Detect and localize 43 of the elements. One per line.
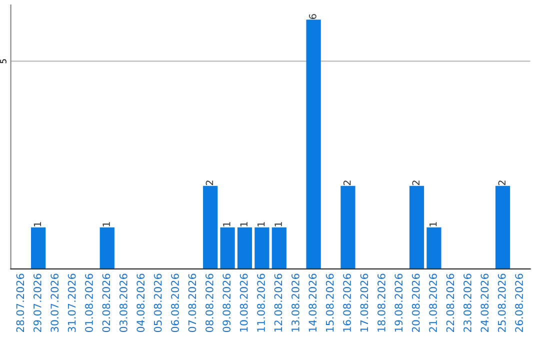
x-tick-label: 15.08.2026	[326, 274, 334, 332]
data-label: 1	[258, 222, 265, 226]
x-tick-label: 29.07.2026	[33, 274, 42, 332]
x-tick-label: 20.08.2026	[412, 274, 420, 332]
x-tick-label: 18.08.2026	[377, 274, 386, 332]
x-tick-label: 24.08.2026	[480, 274, 489, 332]
x-tick-label: 01.08.2026	[85, 274, 93, 332]
data-label: 1	[102, 222, 110, 226]
x-tick-label: 08.08.2026	[205, 274, 214, 332]
x-tick-label: 13.08.2026	[291, 274, 300, 332]
data-label: 2	[412, 180, 420, 186]
x-tick-label: 25.08.2026	[498, 274, 506, 332]
x-tick-label: 11.08.2026	[257, 274, 265, 332]
data-label: 1	[223, 222, 230, 226]
x-tick-label: 19.08.2026	[394, 274, 403, 332]
data-label: 1	[240, 222, 248, 226]
x-tick-label: 10.08.2026	[240, 274, 248, 332]
x-tick-label: 21.08.2026	[429, 274, 437, 332]
x-tick-label: 12.08.2026	[274, 274, 282, 332]
data-label: 6	[309, 14, 316, 19]
x-tick-label: 23.08.2026	[464, 274, 472, 332]
y-tick-label: 5	[0, 59, 6, 64]
x-tick-label: 22.08.2026	[446, 274, 454, 332]
x-tick-label: 31.07.2026	[68, 274, 76, 332]
data-label: 1	[430, 222, 437, 226]
x-tick-label: 04.08.2026	[136, 274, 145, 332]
x-tick-label: 09.08.2026	[222, 274, 231, 332]
x-tick-label: 06.08.2026	[171, 274, 179, 332]
x-tick-label: 03.08.2026	[119, 274, 128, 332]
x-tick-label: 26.08.2026	[515, 274, 523, 332]
x-tick-label: 02.08.2026	[102, 274, 110, 332]
data-label: 2	[498, 180, 506, 186]
data-label: 1	[34, 222, 42, 226]
x-tick-label: 07.08.2026	[188, 274, 196, 332]
data-label: 1	[274, 222, 282, 226]
x-tick-label: 16.08.2026	[343, 274, 351, 332]
x-tick-label: 28.07.2026	[16, 274, 24, 332]
x-tick-label: 14.08.2026	[308, 274, 317, 332]
x-tick-label: 17.08.2026	[360, 274, 368, 332]
data-label: 2	[343, 180, 351, 186]
data-label: 2	[206, 180, 214, 186]
x-tick-label: 30.07.2026	[50, 274, 59, 332]
x-tick-label: 05.08.2026	[154, 274, 162, 332]
